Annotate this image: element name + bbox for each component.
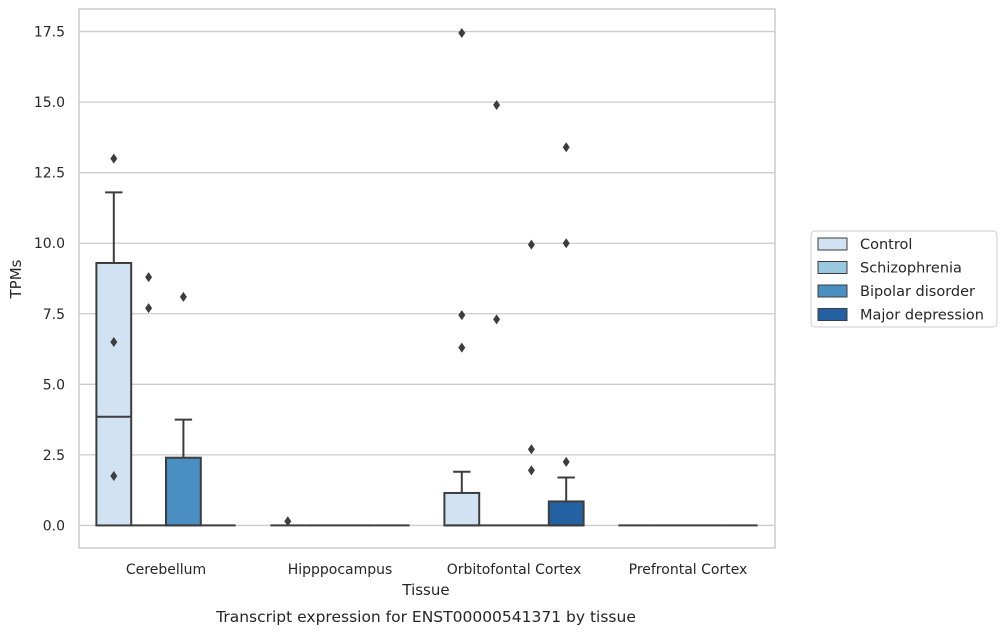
outlier-point: [493, 314, 501, 325]
outlier-point: [110, 336, 118, 347]
legend-label: Major depression: [860, 308, 984, 324]
x-tick-label: Hipppocampus: [288, 562, 393, 578]
outlier-point: [110, 471, 118, 482]
y-axis-label: TPMs: [7, 259, 25, 299]
legend-swatch: [817, 261, 848, 274]
legend: Control Schizophrenia Bipolar disorder Majo…: [810, 230, 998, 328]
outlier-point: [562, 238, 570, 249]
outlier-point: [179, 291, 187, 302]
box-major-depression: [547, 476, 585, 527]
outlier-point: [458, 27, 466, 38]
y-tick-label: 5.0: [43, 377, 65, 393]
y-axis-ticks: 0.0 2.5 5.0 7.5 10.0 12.5 15.0 17.5: [34, 25, 65, 535]
outlier-point: [562, 456, 570, 467]
legend-label: Control: [860, 237, 912, 253]
x-axis-label: Tissue: [401, 581, 449, 599]
plot-frame: [78, 8, 776, 549]
box-bipolar-disorder: [165, 418, 202, 527]
outlier-point: [145, 272, 153, 283]
box-plots: [95, 191, 758, 527]
legend-label: Schizophrenia: [860, 261, 962, 277]
outlier-point: [493, 99, 501, 110]
x-axis-ticks: Cerebellum Hipppocampus Orbitofontal Corte…: [126, 562, 747, 578]
outlier-point: [145, 303, 153, 314]
y-tick-label: 10.0: [34, 236, 65, 252]
legend-swatch: [817, 308, 848, 321]
legend-swatch: [817, 284, 848, 298]
box-body: [165, 456, 202, 527]
outlier-points: [110, 27, 570, 527]
x-tick-label: Prefrontal Cortex: [629, 562, 748, 578]
chart-caption: Transcript expression for ENST0000054137…: [215, 608, 636, 626]
y-tick-label: 15.0: [34, 95, 65, 111]
x-tick-label: Orbitofontal Cortex: [447, 562, 582, 578]
box-body: [547, 500, 585, 527]
box-control: [95, 191, 133, 527]
y-tick-label: 17.5: [34, 25, 65, 41]
y-tick-label: 12.5: [34, 166, 65, 182]
legend-frame: [810, 230, 998, 328]
x-tick-label: Cerebellum: [126, 562, 206, 578]
outlier-point: [284, 516, 292, 527]
y-tick-label: 7.5: [43, 307, 65, 323]
outlier-point: [527, 444, 535, 455]
y-tick-label: 0.0: [43, 518, 65, 534]
box-body: [443, 491, 481, 527]
y-tick-label: 2.5: [43, 448, 65, 464]
legend-label: Bipolar disorder: [860, 284, 975, 300]
grid-lines: [79, 30, 775, 527]
outlier-point: [458, 342, 466, 353]
outlier-point: [458, 310, 466, 321]
legend-swatch: [817, 237, 848, 251]
outlier-point: [110, 153, 118, 164]
outlier-point: [527, 239, 535, 250]
outlier-point: [562, 142, 570, 153]
box-body: [95, 261, 133, 527]
outlier-point: [527, 465, 535, 476]
box-control: [443, 470, 481, 527]
